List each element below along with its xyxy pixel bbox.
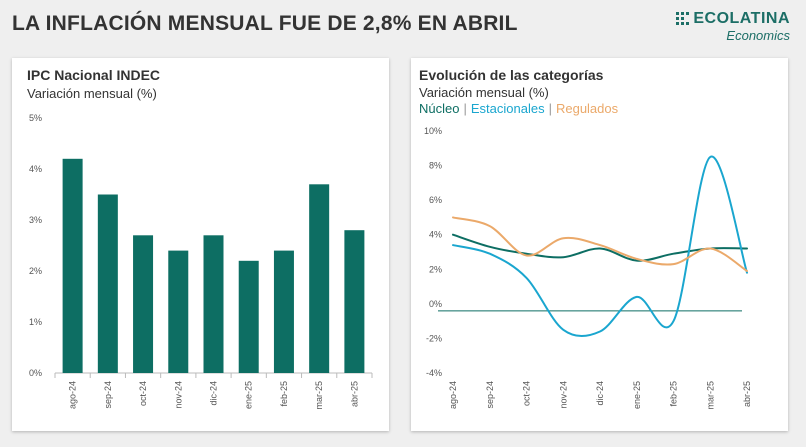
bar-abr-25	[344, 230, 365, 373]
categorias-line-chart: Evolución de las categorías Variación me…	[419, 67, 752, 410]
legend-separator: |	[549, 101, 552, 116]
ipc-bar-chart: IPC Nacional INDEC Variación mensual (%)…	[27, 67, 373, 410]
bar-y-tick-label: 3%	[29, 215, 42, 225]
brand-name: ECOLATINA	[693, 10, 790, 27]
bar-ene-25	[238, 260, 259, 373]
line-chart-subtitle: Variación mensual (%)	[419, 85, 549, 100]
bar-feb-25	[273, 250, 294, 373]
bar-y-tick-label: 5%	[29, 113, 42, 123]
page-headline: LA INFLACIÓN MENSUAL FUE DE 2,8% EN ABRI…	[12, 12, 518, 35]
bar-y-tick-label: 1%	[29, 317, 42, 327]
bar-x-tick-label: mar-25	[314, 381, 324, 410]
line-y-tick-label: 8%	[429, 161, 442, 171]
line-x-tick-label: dic-24	[595, 381, 605, 406]
line-x-tick-label: abr-25	[742, 381, 752, 407]
line-y-tick-label: 0%	[429, 299, 442, 309]
line-y-tick-label: 4%	[429, 230, 442, 240]
series-line-nucleo	[452, 233, 748, 262]
bar-x-tick-label: dic-24	[209, 381, 219, 406]
categorias-line-chart-panel: Evolución de las categorías Variación me…	[411, 58, 788, 431]
bar-chart-subtitle: Variación mensual (%)	[27, 86, 157, 101]
line-x-tick-label: ago-24	[448, 381, 458, 409]
brand-subtitle: Economics	[726, 28, 790, 43]
bar-x-tick-label: feb-25	[279, 381, 289, 407]
line-x-tick-label: feb-25	[669, 381, 679, 407]
bar-x-tick-label: abr-25	[349, 381, 359, 407]
legend-regulados: Regulados	[556, 101, 619, 116]
ipc-bar-chart-panel: IPC Nacional INDEC Variación mensual (%)…	[12, 58, 389, 431]
line-y-tick-label: -2%	[426, 333, 442, 343]
bar-x-tick-label: ene-25	[244, 381, 254, 409]
legend-separator: |	[463, 101, 466, 116]
line-y-tick-label: 6%	[429, 195, 442, 205]
line-y-tick-label: -4%	[426, 368, 442, 378]
line-x-tick-label: oct-24	[522, 381, 532, 406]
legend-estacionales: Estacionales	[471, 101, 545, 116]
bar-x-tick-label: nov-24	[173, 381, 183, 409]
series-line-regulados	[452, 216, 748, 272]
line-x-tick-label: sep-24	[485, 381, 495, 409]
bar-mar-25	[309, 184, 330, 373]
bar-nov-24	[168, 250, 189, 373]
bar-x-tick-label: oct-24	[138, 381, 148, 406]
bar-ago-24	[62, 158, 83, 373]
bar-x-tick-label: sep-24	[103, 381, 113, 409]
bar-chart-title: IPC Nacional INDEC	[27, 67, 160, 83]
line-x-tick-label: nov-24	[558, 381, 568, 409]
legend-nucleo: Núcleo	[419, 101, 459, 116]
line-y-tick-label: 2%	[429, 264, 442, 274]
series-line-estacionales	[452, 155, 748, 338]
bar-y-tick-label: 0%	[29, 368, 42, 378]
line-y-tick-label: 10%	[424, 126, 442, 136]
line-chart-legend: Núcleo | Estacionales | Regulados	[419, 101, 619, 116]
line-x-tick-label: ene-25	[632, 381, 642, 409]
bar-x-tick-label: ago-24	[68, 381, 78, 409]
bar-sep-24	[97, 194, 118, 373]
line-x-tick-label: mar-25	[705, 381, 715, 410]
line-chart-title: Evolución de las categorías	[419, 67, 604, 83]
bar-y-tick-label: 2%	[29, 266, 42, 276]
brand-logo: ECOLATINA Economics	[676, 10, 790, 43]
bar-y-tick-label: 4%	[29, 164, 42, 174]
bar-oct-24	[133, 235, 154, 373]
brand-grid-icon	[676, 12, 690, 25]
bar-dic-24	[203, 235, 224, 373]
